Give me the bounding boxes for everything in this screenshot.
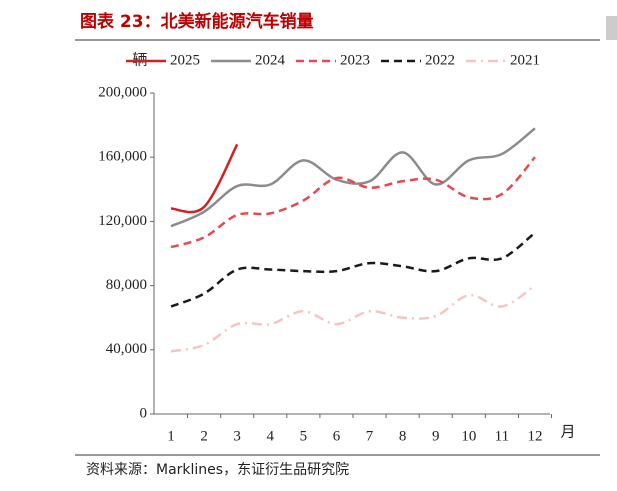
x-tick-label: 1: [167, 428, 175, 444]
y-tick-label: 200,000: [98, 84, 147, 100]
chart-title: 图表 23：北美新能源汽车销量: [80, 11, 314, 32]
series-line: [170, 284, 536, 353]
x-tick-label: 12: [528, 428, 543, 444]
source: 资料来源：Marklines，东证衍生品研究院: [86, 462, 349, 478]
x-tick-label: 5: [300, 428, 308, 444]
legend-label: 2022: [425, 52, 455, 68]
edge-box: [606, 16, 617, 40]
y-tick-label: 40,000: [106, 341, 147, 357]
series-line: [170, 156, 536, 249]
x-tick-label: 3: [233, 428, 241, 444]
y-tick-label: 120,000: [98, 213, 147, 229]
y-tick-label: 160,000: [98, 149, 147, 165]
series-line: [170, 231, 536, 308]
y-tick-label: 80,000: [106, 277, 147, 293]
y-tick-label: 0: [140, 405, 148, 421]
x-tick-label: 11: [495, 428, 509, 444]
x-tick-label: 7: [366, 428, 374, 444]
series-line: [170, 127, 536, 228]
x-tick-label: 4: [267, 428, 275, 444]
x-tick-label: 6: [333, 428, 341, 444]
legend-label: 2024: [255, 52, 286, 68]
x-tick-label: 10: [461, 428, 476, 444]
x-axis-label: 月: [560, 424, 575, 440]
x-tick-label: 8: [399, 428, 407, 444]
legend-label: 2025: [170, 52, 200, 68]
legend-label: 2023: [340, 52, 370, 68]
series-line: [170, 143, 239, 214]
x-tick-label: 9: [432, 428, 440, 444]
x-tick-label: 2: [200, 428, 208, 444]
legend-label: 2021: [510, 52, 540, 68]
